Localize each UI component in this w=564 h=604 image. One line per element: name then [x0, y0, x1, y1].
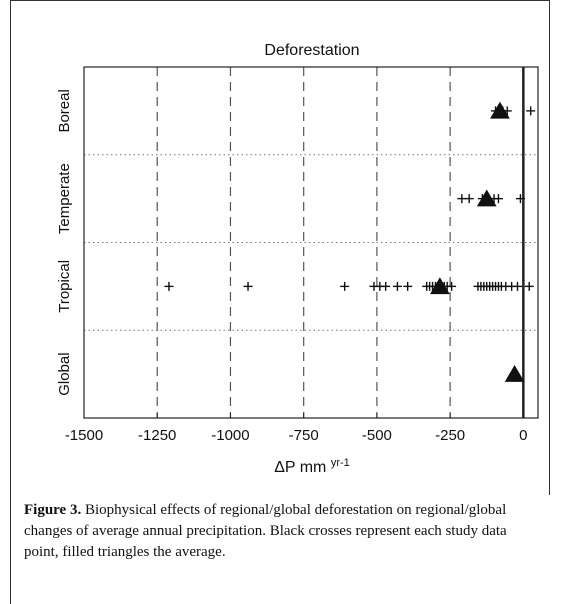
category-label-tropical: Tropical [56, 260, 73, 313]
plot-border [83, 66, 539, 419]
average-triangle [490, 101, 510, 119]
study-point-cross [340, 281, 350, 291]
figure-caption-label: Figure 3. [24, 502, 82, 518]
study-point-cross [381, 281, 391, 291]
frame-left-border [10, 0, 11, 604]
x-tick-label: -1000 [211, 427, 249, 444]
study-point-cross [447, 281, 457, 291]
study-point-cross [464, 194, 474, 204]
x-tick-label: -500 [362, 427, 392, 444]
x-tick-label: -750 [289, 427, 319, 444]
x-tick-label: -250 [435, 427, 465, 444]
category-labels: Boreal Temperate Tropical Global [56, 89, 73, 396]
study-point-cross [526, 106, 536, 116]
chart-title: Deforestation [264, 42, 359, 59]
data-marks [164, 101, 536, 382]
average-triangle [476, 189, 497, 207]
study-point-cross [403, 281, 413, 291]
deforestation-chart: Deforestation -1500 -1250 -1000 -750 -500 -25… [56, 42, 539, 476]
study-point-cross [164, 281, 174, 291]
grid-lines [84, 67, 538, 418]
figure-caption: Figure 3. Biophysical effects of regiona… [24, 500, 536, 563]
frame-top-border [10, 0, 550, 1]
x-tick-label: -1500 [65, 427, 103, 444]
study-point-cross [392, 281, 402, 291]
plot-axes [83, 66, 539, 419]
study-point-cross [524, 281, 534, 291]
category-label-temperate: Temperate [56, 163, 73, 234]
x-tick-label: 0 [519, 427, 527, 444]
x-axis-label: ΔP mm yr-1 [274, 457, 350, 476]
average-triangle [430, 277, 450, 295]
study-point-cross [493, 194, 503, 204]
frame-right-border [549, 0, 550, 495]
study-point-cross [243, 281, 253, 291]
category-label-boreal: Boreal [56, 89, 73, 132]
x-tick-label: -1250 [138, 427, 176, 444]
x-axis-label-unit: yr-1 [331, 457, 350, 469]
x-tick-labels: -1500 -1250 -1000 -750 -500 -250 0 [65, 427, 528, 444]
average-triangle [504, 365, 525, 382]
figure-caption-text: Biophysical effects of regional/global d… [24, 502, 507, 560]
category-label-global: Global [56, 352, 73, 395]
study-point-cross [515, 194, 525, 204]
study-point-cross [512, 281, 522, 291]
x-axis-label-main: ΔP mm [274, 459, 331, 476]
